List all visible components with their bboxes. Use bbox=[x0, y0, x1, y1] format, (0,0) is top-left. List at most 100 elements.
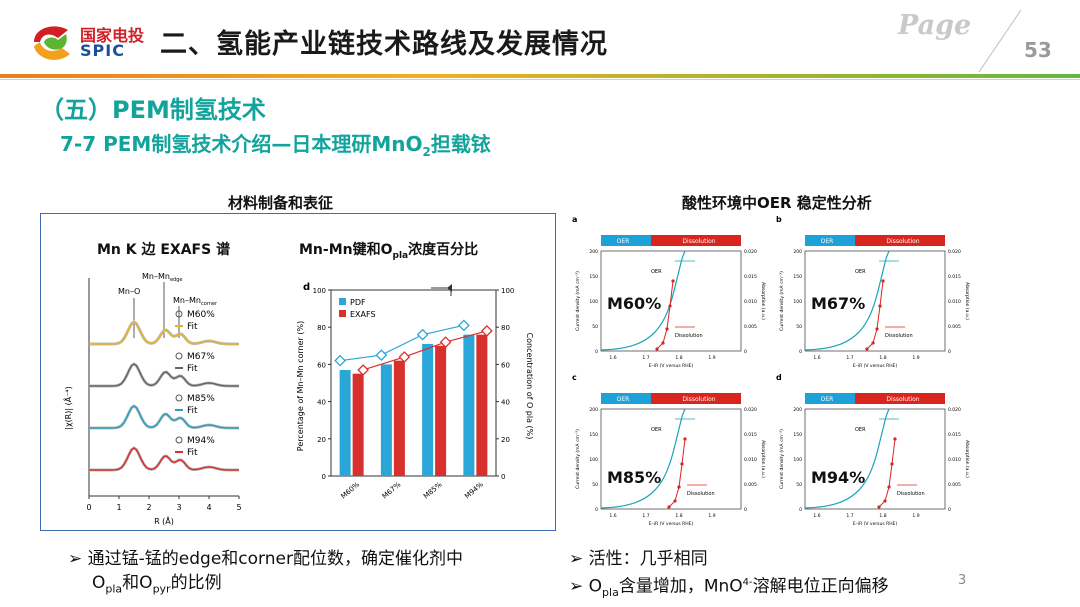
exafs-chart: 0 1 2 3 4 5 R (Å) |χ(R)| (Å⁻⁴) Mn–OMn–Mnedge Mn–M… bbox=[62, 272, 242, 526]
bar-category-label: M60% bbox=[339, 480, 361, 500]
logo-text-cn: 国家电投 bbox=[80, 26, 145, 45]
page-title: 二、氢能产业链技术路线及发展情况 bbox=[160, 29, 608, 60]
bar-exafs-M67% bbox=[393, 360, 405, 476]
oer-y2-tick-label: 0.010 bbox=[744, 457, 757, 463]
oer-y2-tick-label: 0.015 bbox=[948, 432, 961, 438]
oer-y2-label: Absorption (a.u.) bbox=[760, 440, 766, 478]
exafs-fit-M85% bbox=[89, 405, 239, 429]
bar-y-tick-label: 0 bbox=[322, 473, 326, 481]
oer-y-tick-label: 0 bbox=[595, 349, 598, 355]
exafs-legend-sample: M94% bbox=[187, 436, 215, 446]
bar-category-label: M85% bbox=[422, 480, 444, 500]
legend-swatch-pdf bbox=[339, 298, 346, 305]
header-divider bbox=[0, 74, 1080, 78]
dissolution-point bbox=[673, 499, 677, 503]
oer-x-tick-label: 1.7 bbox=[642, 355, 649, 361]
oer-x-tick-label: 1.9 bbox=[708, 513, 715, 519]
oer-current-curve bbox=[804, 250, 890, 351]
oer-x-tick-label: 1.6 bbox=[609, 513, 616, 519]
oer-y-tick-label: 0 bbox=[799, 507, 802, 513]
page-slash-decoration bbox=[978, 9, 1022, 73]
section-title: （五）PEM制氢技术 bbox=[40, 96, 266, 124]
oer-bar-diss-label: Dissolution bbox=[682, 396, 715, 403]
oer-bar-oer bbox=[601, 393, 651, 404]
exafs-trend-line bbox=[362, 330, 488, 371]
oer-bar-dissolution bbox=[651, 235, 741, 246]
oer-bar-diss-label: Dissolution bbox=[886, 238, 919, 245]
peak-label-mn-mn-corner: Mn–Mncorner bbox=[173, 296, 218, 307]
page-number: 53 bbox=[1024, 38, 1052, 62]
oer-y-tick-label: 100 bbox=[793, 299, 802, 305]
oer-panel-b: b OER Dissolution 0 0 50 0.005 100 0.010 150 0.015… bbox=[773, 213, 973, 369]
bullet-right: ➢ 活性：几乎相同 ➢ Opla含量增加，MnO4-溶解电位正向偏移 bbox=[569, 547, 889, 605]
exafs-trend-marker bbox=[439, 336, 452, 348]
oer-x-label: E–iR (V versus RHE) bbox=[649, 363, 694, 369]
pdf-trend-marker bbox=[458, 319, 470, 332]
oer-y2-tick-label: 0.005 bbox=[744, 324, 757, 330]
exafs-x-label: R (Å) bbox=[154, 515, 174, 526]
oer-y2-tick-label: 0.015 bbox=[948, 274, 961, 280]
bullet-right-line2: ➢ Opla含量增加，MnO4-溶解电位正向偏移 bbox=[569, 576, 889, 600]
bar-y2-tick-label: 100 bbox=[501, 287, 514, 295]
oer-y-tick-label: 50 bbox=[592, 482, 598, 488]
dissolution-annotation: Dissolution bbox=[675, 333, 703, 339]
oer-current-curve bbox=[804, 408, 890, 509]
oer-annotation: OER bbox=[855, 269, 866, 275]
bar-y-tick-label: 80 bbox=[317, 324, 326, 332]
oer-bar-oer bbox=[601, 235, 651, 246]
oer-x-tick-label: 1.7 bbox=[642, 513, 649, 519]
peak-label-mn-mn-edge: Mn–Mnedge bbox=[142, 272, 182, 283]
bar-y2-tick-label: 40 bbox=[501, 399, 510, 407]
oer-x-tick-label: 1.9 bbox=[912, 513, 919, 519]
bar-y2-tick-label: 80 bbox=[501, 324, 510, 332]
dissolution-point bbox=[875, 327, 879, 331]
pdf-trend-line bbox=[340, 324, 465, 362]
oer-bar-oer-label: OER bbox=[821, 238, 834, 245]
bar-y-tick-label: 40 bbox=[317, 399, 326, 407]
bar-category-label: M94% bbox=[463, 480, 485, 500]
legend-label-pdf: PDF bbox=[350, 298, 366, 307]
oer-y2-tick-label: 0.015 bbox=[744, 274, 757, 280]
exafs-legend-fit: Fit bbox=[187, 406, 198, 416]
oer-bar-diss-label: Dissolution bbox=[682, 238, 715, 245]
bar-y-tick-label: 100 bbox=[313, 287, 326, 295]
oer-x-tick-label: 1.8 bbox=[879, 513, 886, 519]
bar-y-label: Percentage of Mn–Mn corner (%) bbox=[296, 321, 305, 451]
dissolution-point bbox=[890, 462, 894, 466]
right-caption: 酸性环境中OER 稳定性分析 bbox=[682, 194, 872, 212]
oer-y2-tick-label: 0.010 bbox=[948, 457, 961, 463]
bullet-right-line1: ➢ 活性：几乎相同 bbox=[569, 549, 708, 569]
pdf-trend-marker bbox=[416, 328, 429, 341]
oer-x-tick-label: 1.7 bbox=[846, 355, 853, 361]
oer-x-tick-label: 1.9 bbox=[912, 355, 919, 361]
bar-pdf-M85% bbox=[422, 343, 434, 476]
exafs-trend-marker bbox=[481, 325, 493, 337]
oer-bar-oer bbox=[805, 393, 855, 404]
bond-bar-chart: d 0 0 20 20 40 40 60 60 80 80 100 100 Percentage of M… bbox=[296, 282, 534, 500]
dissolution-point bbox=[680, 462, 684, 466]
oer-y-tick-label: 200 bbox=[589, 407, 598, 413]
exafs-fit-M60% bbox=[89, 321, 239, 345]
dissolution-point bbox=[877, 505, 881, 509]
oer-y-label: Current density (mA cm⁻²) bbox=[779, 429, 785, 489]
dissolution-point bbox=[683, 437, 687, 441]
dissolution-annotation: Dissolution bbox=[885, 333, 913, 339]
oer-stability-panel: a OER Dissolution 0 0 50 0.005 100 0.010 150 0.015… bbox=[569, 213, 973, 529]
legend-label-exafs: EXAFS bbox=[350, 310, 376, 319]
pdf-trend-marker bbox=[334, 354, 346, 367]
oer-y-tick-label: 50 bbox=[592, 324, 598, 330]
oer-panel-d: d OER Dissolution 0 0 50 0.005 100 0.010 150 0.015… bbox=[773, 371, 973, 527]
oer-y-tick-label: 100 bbox=[793, 457, 802, 463]
oer-panel-letter: d bbox=[776, 373, 782, 382]
oer-y2-tick-label: 0 bbox=[744, 507, 747, 513]
dissolution-point bbox=[893, 437, 897, 441]
oer-plot-frame bbox=[600, 250, 742, 352]
oer-x-label: E–iR (V versus RHE) bbox=[649, 521, 694, 527]
oer-bar-oer-label: OER bbox=[821, 396, 834, 403]
oer-bar-oer bbox=[805, 235, 855, 246]
oer-sample-label: M67% bbox=[811, 294, 865, 313]
dissolution-point bbox=[661, 341, 665, 345]
oer-y-tick-label: 0 bbox=[799, 349, 802, 355]
dissolution-annotation: Dissolution bbox=[687, 491, 715, 497]
bar-y2-label: Concentration of O pla (%) bbox=[525, 333, 534, 440]
